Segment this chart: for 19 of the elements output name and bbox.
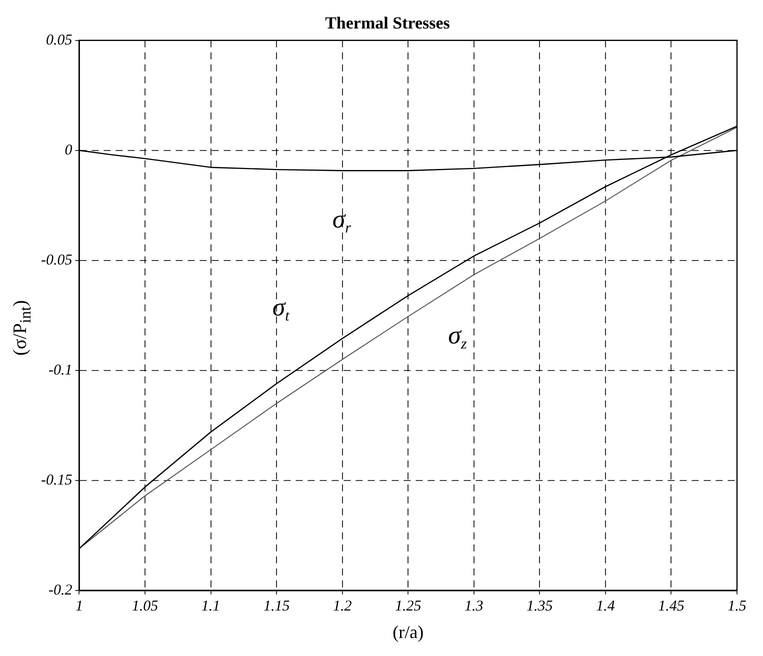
y-tick-label: 0.05 <box>46 32 73 48</box>
x-tick-label: 1 <box>75 598 83 614</box>
x-tick-label: 1.4 <box>596 598 616 614</box>
y-tick-label: 0 <box>64 142 73 158</box>
x-tick-label: 1.25 <box>395 598 422 614</box>
x-tick-label: 1.45 <box>658 598 685 614</box>
y-tick-label: -0.05 <box>40 252 73 268</box>
x-tick-label: 1.3 <box>464 598 484 614</box>
y-tick-label: -0.1 <box>48 362 72 378</box>
x-tick-label: 1.05 <box>132 598 159 614</box>
x-tick-label: 1.5 <box>728 598 747 614</box>
x-tick-label: 1.35 <box>526 598 554 614</box>
x-tick-label: 1.1 <box>201 598 220 614</box>
chart-title: Thermal Stresses <box>325 14 450 33</box>
x-tick-label: 1.2 <box>332 598 352 614</box>
x-tick-label: 1.15 <box>263 598 290 614</box>
y-tick-label: -0.2 <box>48 582 73 598</box>
x-axis-title: (r/a) <box>392 622 424 642</box>
y-tick-label: -0.15 <box>40 472 73 488</box>
